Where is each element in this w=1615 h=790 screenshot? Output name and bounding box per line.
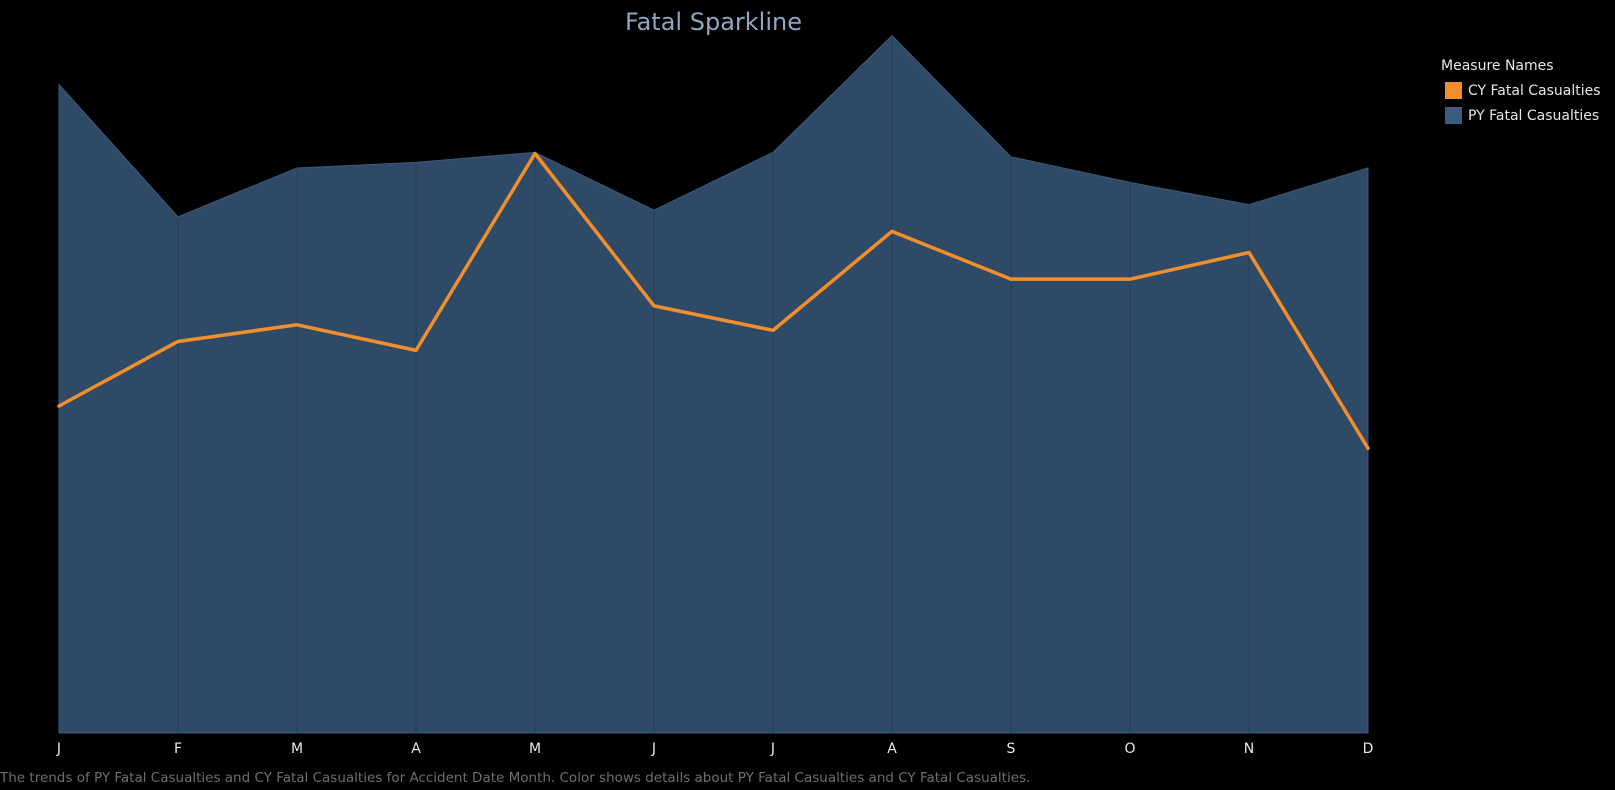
legend-item-cy[interactable]: CY Fatal Casualties: [1441, 78, 1601, 103]
x-tick-label: S: [1007, 741, 1016, 757]
x-tick-label: A: [887, 741, 897, 757]
legend-item-py[interactable]: PY Fatal Casualties: [1441, 103, 1601, 128]
legend-title: Measure Names: [1441, 58, 1554, 74]
x-tick-label: N: [1244, 741, 1254, 757]
cy-fatal-casualties-line[interactable]: [57, 151, 1370, 450]
chart-caption: The trends of PY Fatal Casualties and CY…: [0, 770, 1031, 786]
legend: Measure Names CY Fatal Casualties PY Fat…: [1441, 58, 1601, 128]
py-area-layer: [58, 34, 1369, 734]
x-tick-label: J: [651, 741, 656, 757]
x-tick-label: J: [56, 741, 61, 757]
legend-label-py: PY Fatal Casualties: [1468, 107, 1600, 124]
legend-label-cy: CY Fatal Casualties: [1468, 82, 1601, 99]
cy-line-layer: [57, 151, 1370, 450]
legend-swatch-cy: [1445, 82, 1462, 99]
x-tick-label: O: [1124, 741, 1135, 757]
month-separators: [177, 35, 1250, 733]
chart-title: Fatal Sparkline: [625, 8, 802, 36]
x-tick-label: M: [291, 741, 303, 757]
x-tick-label: A: [411, 741, 421, 757]
legend-swatch-py: [1445, 107, 1462, 124]
py-fatal-casualties-area[interactable]: [58, 34, 1369, 734]
x-tick-label: F: [174, 741, 182, 757]
x-tick-label: D: [1363, 741, 1374, 757]
x-tick-label: M: [529, 741, 541, 757]
x-tick-label: J: [770, 741, 775, 757]
